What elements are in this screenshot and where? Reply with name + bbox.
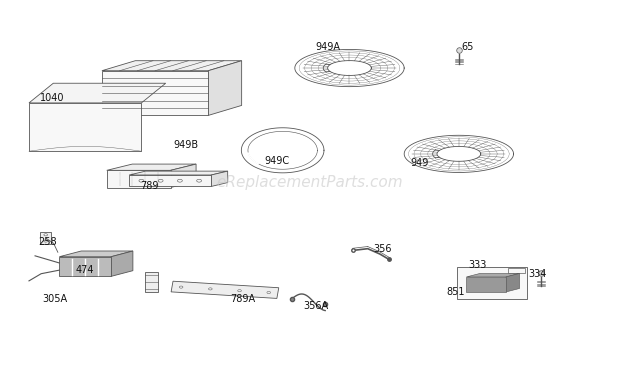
Circle shape — [44, 234, 48, 236]
Polygon shape — [466, 277, 506, 292]
Polygon shape — [208, 61, 242, 115]
Text: 949C: 949C — [264, 156, 289, 166]
Circle shape — [44, 240, 48, 242]
Bar — [458, 266, 527, 299]
Text: 474: 474 — [76, 265, 94, 275]
Text: 258: 258 — [38, 237, 57, 246]
Polygon shape — [29, 83, 166, 103]
Text: 305A: 305A — [42, 294, 68, 304]
Text: 949A: 949A — [316, 42, 341, 51]
Text: 65: 65 — [462, 42, 474, 51]
Text: 789: 789 — [140, 181, 158, 191]
Polygon shape — [29, 103, 141, 151]
Polygon shape — [466, 273, 520, 277]
Polygon shape — [171, 281, 279, 299]
Polygon shape — [506, 273, 520, 292]
Polygon shape — [102, 61, 242, 71]
Polygon shape — [170, 164, 196, 188]
Bar — [508, 268, 525, 273]
Polygon shape — [102, 71, 208, 115]
Text: eReplacementParts.com: eReplacementParts.com — [216, 175, 404, 190]
Polygon shape — [60, 251, 133, 257]
Bar — [144, 272, 158, 292]
Polygon shape — [111, 251, 133, 276]
Text: 1040: 1040 — [40, 93, 64, 103]
Polygon shape — [107, 170, 170, 188]
Polygon shape — [129, 175, 211, 187]
Text: 949B: 949B — [173, 140, 198, 150]
Text: 851: 851 — [446, 287, 465, 297]
Polygon shape — [129, 171, 228, 175]
Text: 356A: 356A — [304, 301, 329, 311]
Text: 334: 334 — [529, 269, 547, 279]
Polygon shape — [211, 171, 228, 187]
Polygon shape — [60, 257, 111, 276]
Text: 949: 949 — [410, 158, 428, 168]
Polygon shape — [107, 164, 196, 170]
Text: 356: 356 — [374, 244, 392, 254]
Text: 789A: 789A — [231, 294, 255, 304]
Text: 333: 333 — [468, 260, 486, 270]
Bar — [40, 232, 51, 244]
